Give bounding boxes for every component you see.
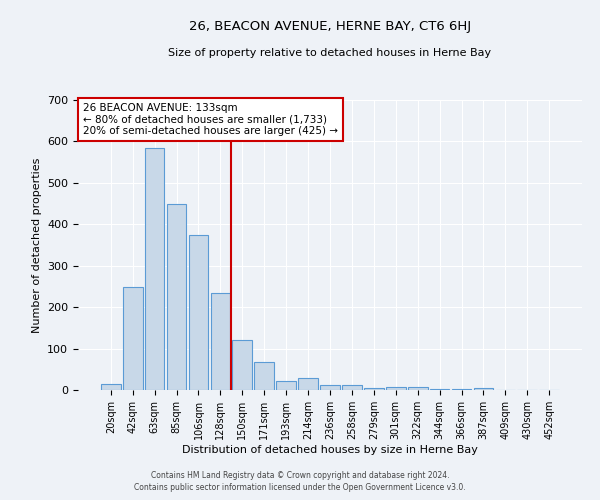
Bar (452, 389, 472, 390)
Bar (364, 388, 384, 390)
X-axis label: Distribution of detached houses by size in Herne Bay: Distribution of detached houses by size … (182, 444, 478, 454)
Text: Contains public sector information licensed under the Open Government Licence v3: Contains public sector information licen… (134, 484, 466, 492)
Bar (320, 385, 340, 390)
Bar (101, 384, 121, 390)
Bar (298, 378, 318, 390)
Text: Size of property relative to detached houses in Herne Bay: Size of property relative to detached ho… (169, 48, 491, 58)
Text: Contains HM Land Registry data © Crown copyright and database right 2024.: Contains HM Land Registry data © Crown c… (151, 471, 449, 480)
Bar (342, 385, 362, 390)
Bar (123, 288, 143, 390)
Bar (430, 389, 449, 390)
Bar (276, 381, 296, 390)
Bar (145, 148, 164, 390)
Text: 26, BEACON AVENUE, HERNE BAY, CT6 6HJ: 26, BEACON AVENUE, HERNE BAY, CT6 6HJ (189, 20, 471, 33)
Bar (188, 234, 208, 390)
Bar (386, 386, 406, 390)
Text: 26 BEACON AVENUE: 133sqm
← 80% of detached houses are smaller (1,733)
20% of sem: 26 BEACON AVENUE: 133sqm ← 80% of detach… (83, 103, 338, 136)
Bar (473, 388, 493, 390)
Bar (232, 340, 252, 390)
Bar (167, 204, 187, 390)
Bar (254, 362, 274, 390)
Y-axis label: Number of detached properties: Number of detached properties (32, 158, 41, 332)
Bar (211, 292, 230, 390)
Bar (408, 386, 428, 390)
